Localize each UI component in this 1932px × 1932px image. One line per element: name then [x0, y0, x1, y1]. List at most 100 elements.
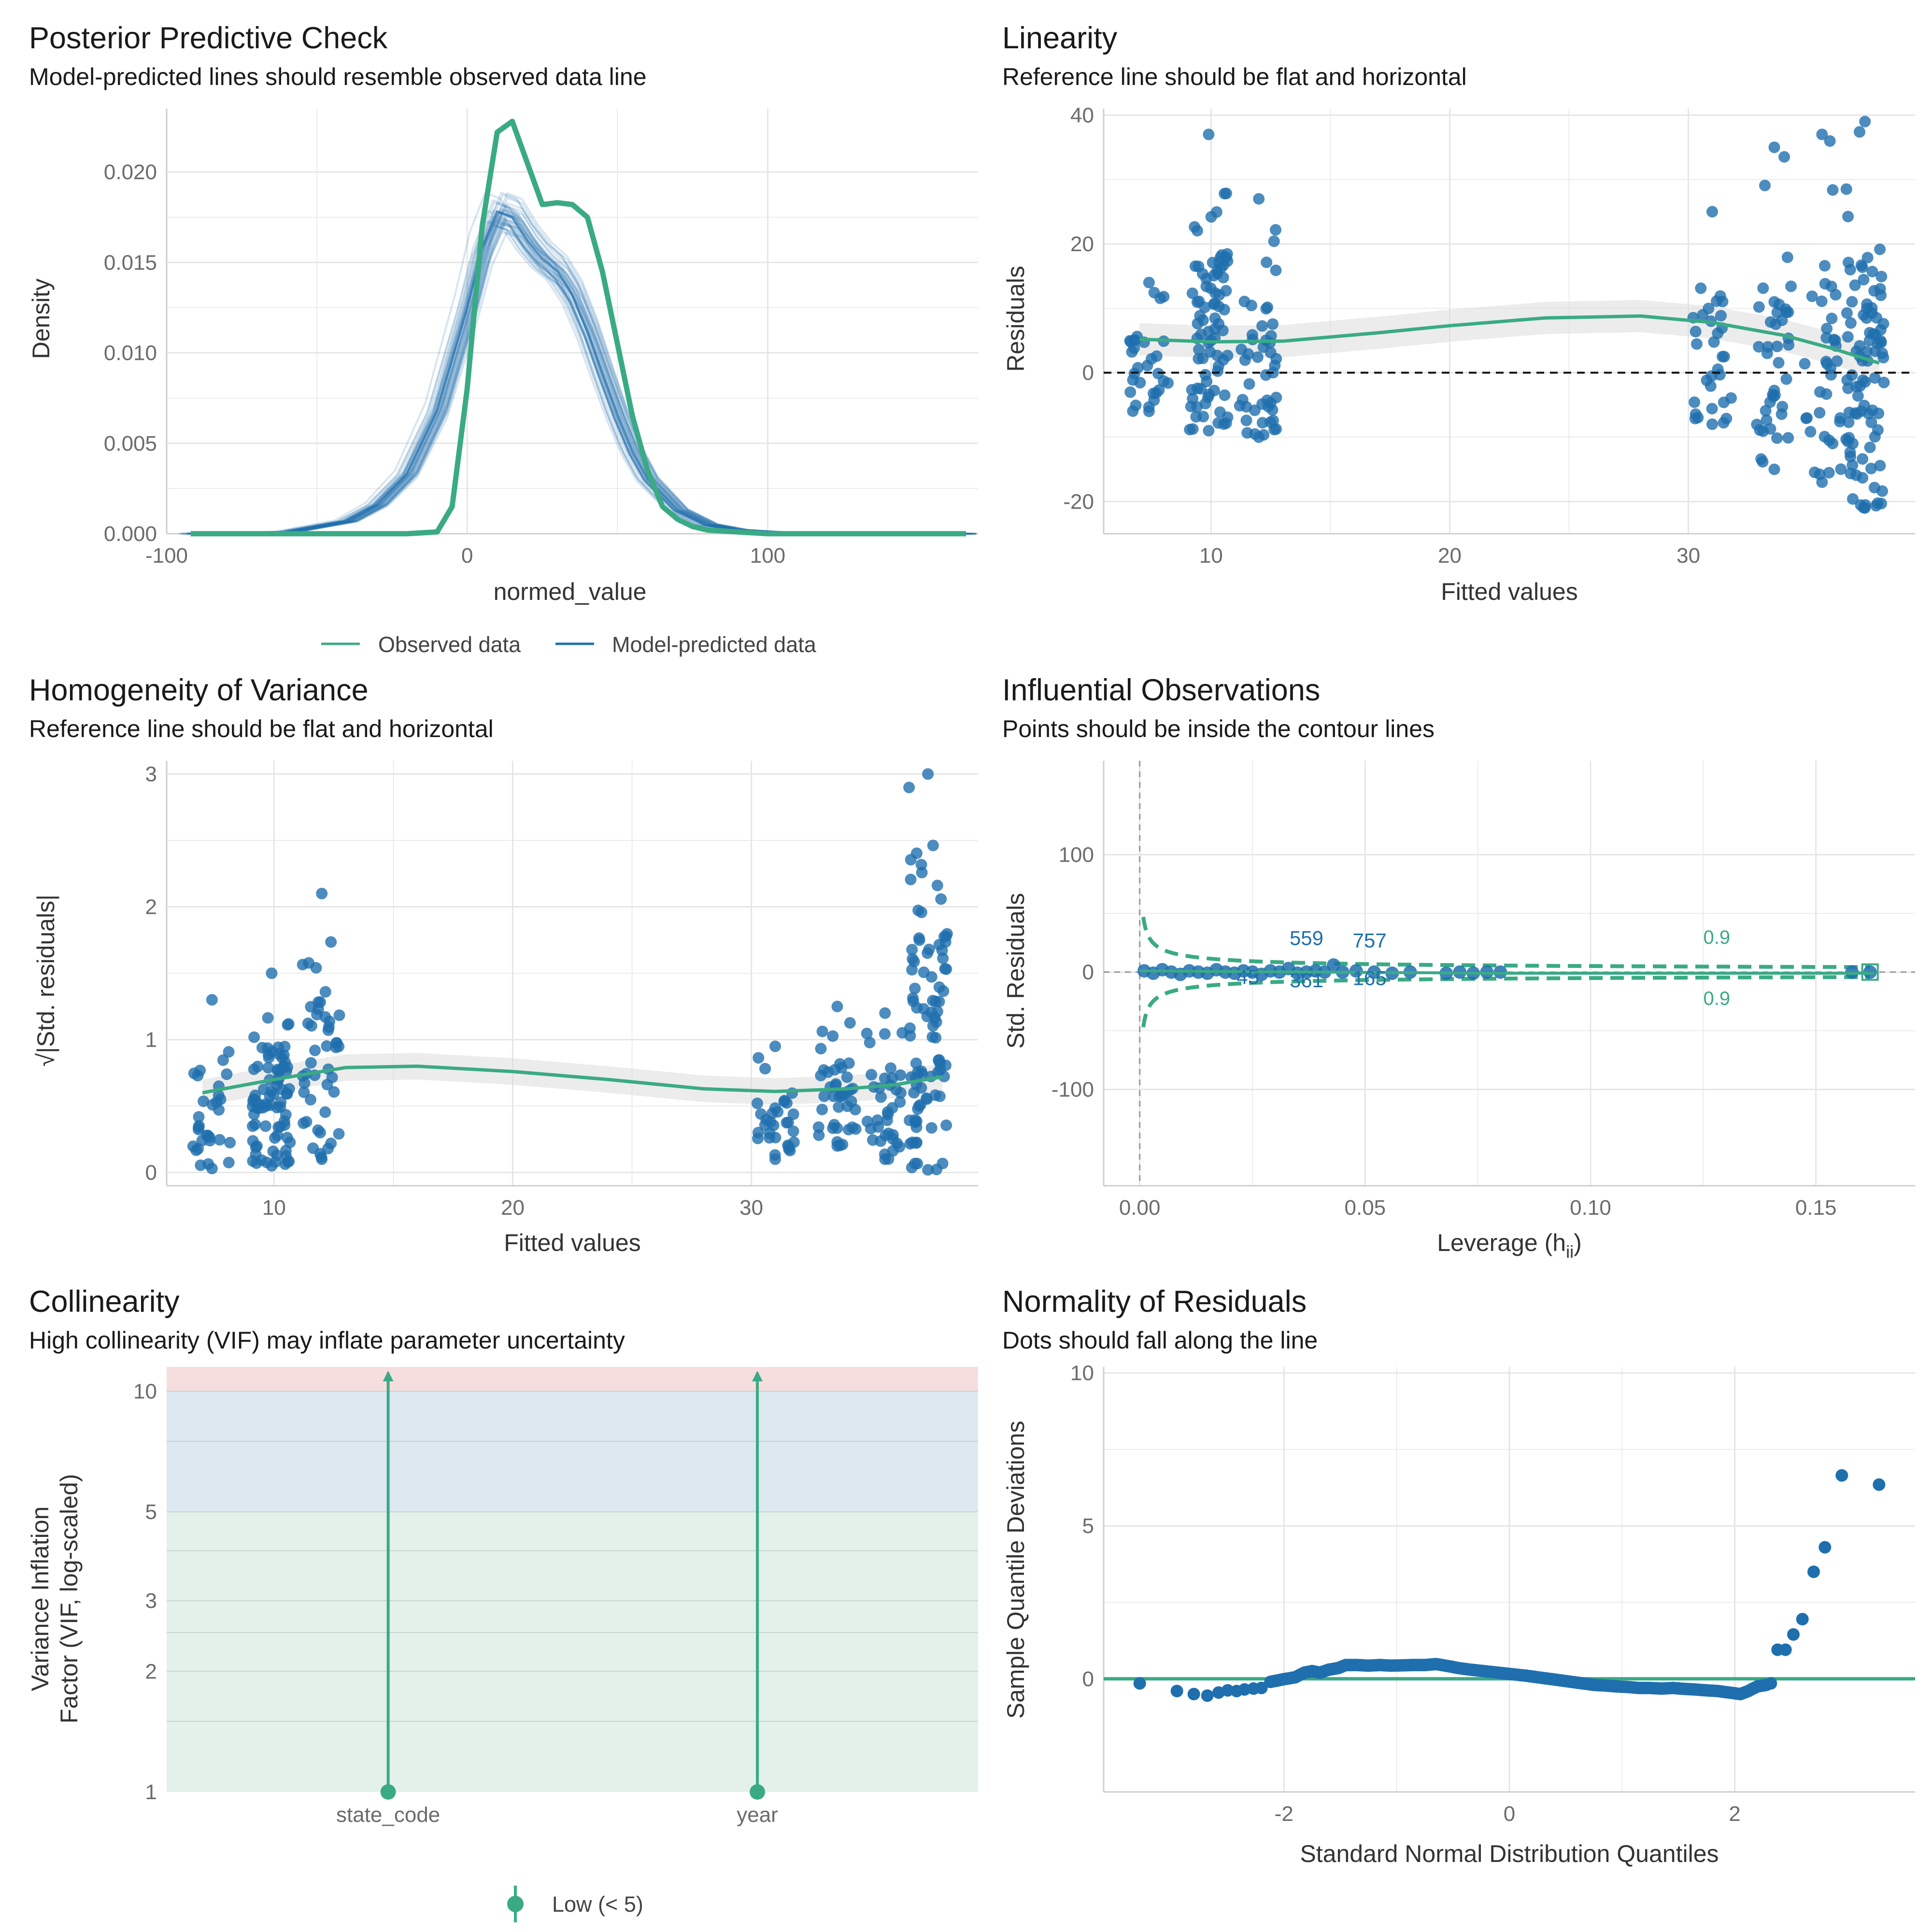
legend-predicted-label: Model-predicted data [612, 632, 817, 657]
homogeneity-point [845, 1095, 857, 1108]
homogeneity-point [879, 1028, 891, 1040]
homogeneity-point [752, 1126, 764, 1138]
vif-moderate-zone [167, 1391, 978, 1512]
homogeneity-point [904, 1030, 916, 1042]
x-tick-label: 10 [262, 1196, 286, 1220]
homogeneity-point [198, 1095, 210, 1108]
homogeneity-point [190, 1144, 202, 1156]
predicted-draw-line [189, 220, 965, 535]
linearity-point [1203, 388, 1215, 400]
homogeneity-point [879, 1153, 891, 1165]
linearity-point [1768, 463, 1780, 475]
homogeneity-point [769, 1153, 781, 1165]
linearity-point [1184, 424, 1196, 436]
homogeneity-point [316, 1153, 328, 1165]
homogeneity-point [217, 1054, 229, 1066]
linearity-point [1849, 279, 1861, 291]
linearity-point [1840, 183, 1852, 195]
contour-label-lower: 0.9 [1704, 988, 1731, 1009]
linearity-smooth-line [1139, 314, 1880, 365]
homogeneity-point [247, 1155, 259, 1167]
linearity-point [1708, 336, 1720, 348]
x-tick-label: 10 [1199, 544, 1223, 568]
collinearity-title: Collinearity [29, 1285, 180, 1319]
homogeneity-point [787, 1108, 799, 1120]
linearity-point [1843, 256, 1854, 269]
homogeneity-subtitle: Reference line should be flat and horizo… [29, 715, 494, 742]
linearity-point [1843, 432, 1855, 444]
predicted-draw-line [187, 217, 963, 535]
homogeneity-point [934, 1058, 946, 1070]
homogeneity-point [249, 1089, 261, 1101]
homogeneity-point [303, 957, 315, 969]
linearity-point [1195, 328, 1207, 341]
x-tick-label: 0 [461, 544, 473, 568]
homogeneity-point [769, 1132, 781, 1144]
y-tick-label: 0.010 [104, 341, 157, 365]
influential-point-label: 165 [1353, 966, 1387, 989]
linearity-point [1778, 151, 1790, 163]
linearity-point [1197, 268, 1208, 280]
homogeneity-point [206, 994, 218, 1006]
predicted-draw-line [186, 209, 962, 535]
homogeneity-point [866, 1069, 878, 1080]
linearity-point [1212, 360, 1224, 372]
linearity-point [1757, 282, 1769, 294]
predicted-draw-line [199, 218, 974, 535]
linearity-point [1783, 339, 1795, 351]
homogeneity-point [867, 1134, 879, 1146]
x-tick-label: 0.05 [1345, 1196, 1386, 1220]
linearity-point [1715, 310, 1727, 322]
leverage-subscript: ii [1566, 1242, 1574, 1262]
linearity-point [1771, 341, 1783, 353]
homogeneity-point [281, 1132, 293, 1144]
x-tick-label: 0.10 [1570, 1196, 1611, 1220]
leverage-label-close: ) [1574, 1229, 1582, 1256]
homogeneity-point [305, 1094, 316, 1106]
homogeneity-point [213, 1089, 225, 1101]
linearity-point [1134, 377, 1146, 389]
linearity-point [1871, 312, 1883, 324]
linearity-point [1200, 280, 1212, 292]
y-tick-label: 10 [133, 1379, 157, 1403]
homogeneity-point [259, 1120, 271, 1132]
linearity-point [1270, 423, 1282, 435]
homogeneity-point [322, 1143, 334, 1154]
homogeneity-point [283, 1155, 295, 1167]
homogeneity-point [319, 986, 331, 998]
y-tick-label: 0 [1082, 361, 1094, 385]
homogeneity-point [927, 839, 939, 852]
linearity-point [1269, 359, 1281, 371]
qq-point [1787, 1628, 1800, 1641]
influential-point-label: 45 [1236, 966, 1259, 988]
homogeneity-point [915, 1082, 927, 1094]
homogeneity-point [875, 1091, 887, 1103]
predicted-density-line [190, 210, 966, 535]
qq-point [1255, 1681, 1268, 1694]
linearity-point [1814, 407, 1826, 419]
linearity-point [1854, 340, 1866, 352]
predicted-draw-line [187, 213, 963, 535]
linearity-point [1127, 405, 1139, 417]
homogeneity-point [195, 1159, 207, 1171]
linearity-point [1192, 383, 1204, 394]
homogeneity-point [266, 1160, 278, 1172]
homogeneity-point [911, 1002, 923, 1014]
linearity-point [1132, 362, 1144, 374]
linearity-point [1875, 497, 1887, 510]
y-tick-label: 3 [145, 1589, 157, 1613]
x-tick-label: year [737, 1803, 778, 1827]
y-tick-label: 0.020 [104, 160, 157, 184]
linearity-point [1151, 350, 1163, 362]
homogeneity-point [321, 1040, 333, 1052]
linearity-point [1818, 260, 1831, 272]
linearity-point [1762, 341, 1774, 353]
linearity-point [1253, 193, 1265, 205]
vif-low-zone [167, 1512, 978, 1792]
homogeneity-point [319, 1106, 331, 1118]
qq-point [1807, 1565, 1820, 1578]
homogeneity-point [223, 1046, 235, 1058]
homogeneity-point [300, 1116, 313, 1128]
homogeneity-point [935, 893, 947, 905]
